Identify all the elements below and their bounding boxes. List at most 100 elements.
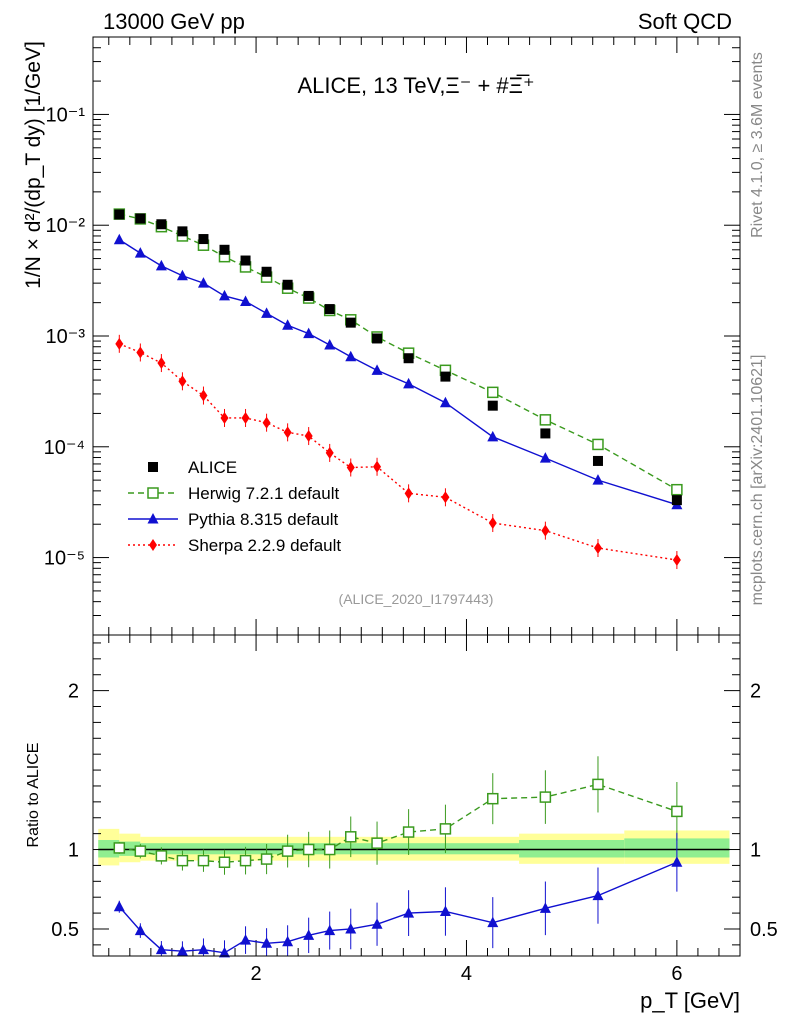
data-marker <box>176 854 189 867</box>
legend-entry: Sherpa 2.2.9 default <box>188 536 341 555</box>
data-marker <box>134 247 146 258</box>
data-marker <box>439 396 451 408</box>
data-marker <box>441 491 450 504</box>
data-marker <box>149 539 157 551</box>
y-tick-label: 10⁻¹ <box>46 104 86 126</box>
data-marker <box>157 357 166 370</box>
data-marker <box>282 319 294 330</box>
header-left: 13000 GeV pp <box>103 9 245 34</box>
data-marker <box>487 792 499 805</box>
data-marker <box>155 943 167 955</box>
rivet-label: Rivet 4.1.0, ≥ 3.6M events <box>749 52 766 238</box>
data-marker <box>147 513 159 524</box>
data-marker <box>220 411 229 424</box>
data-marker <box>487 430 499 442</box>
data-marker <box>156 219 167 230</box>
data-marker <box>282 935 294 947</box>
data-marker <box>303 929 315 940</box>
ratio-panel: 0.5 0.5 1 1 2 2 2 4 6 Ratio to ALICE p_T [GeV] <box>25 634 778 1013</box>
y-tick-label: 10⁻² <box>46 215 86 237</box>
data-marker <box>345 350 357 362</box>
y-tick-label: 10⁻⁵ <box>44 548 85 570</box>
data-marker <box>115 337 124 350</box>
data-marker <box>403 907 415 918</box>
ratio-tick-label: 2 <box>68 681 79 703</box>
data-marker <box>113 233 125 245</box>
data-marker <box>488 517 497 530</box>
data-marker <box>402 826 415 838</box>
data-marker <box>240 295 252 306</box>
mcplots-label: mcplots.cern.ch [arXiv:2401.10621] <box>749 355 766 606</box>
data-marker <box>324 338 336 350</box>
y-tick-label: 10⁻⁴ <box>44 437 85 459</box>
data-marker <box>147 487 159 499</box>
ratio-ylabel: Ratio to ALICE <box>25 743 42 848</box>
main-ylabel: 1/N × d²/(dp_T dy) [1/GeV] <box>22 41 45 289</box>
data-marker <box>671 856 683 867</box>
data-marker <box>197 854 210 867</box>
data-marker <box>371 918 383 929</box>
data-marker <box>303 327 315 339</box>
legend-entry: Herwig 7.2.1 default <box>188 484 339 503</box>
ratio-tick-label-right: 2 <box>750 681 761 703</box>
data-marker <box>345 922 357 934</box>
data-marker <box>592 889 604 901</box>
data-marker <box>197 943 209 955</box>
data-marker <box>671 495 682 506</box>
x-tick-label: 2 <box>251 963 262 985</box>
data-marker <box>219 289 231 301</box>
header-right: Soft QCD <box>638 9 732 34</box>
data-marker <box>403 353 414 364</box>
data-marker <box>176 945 188 956</box>
data-marker <box>440 371 451 382</box>
data-marker <box>439 823 452 835</box>
ratio-line-pythia <box>118 861 678 954</box>
ratio-data <box>113 756 683 958</box>
data-marker <box>177 226 188 237</box>
data-marker <box>178 375 187 388</box>
data-marker <box>539 452 551 463</box>
x-tick-label: 4 <box>461 963 472 985</box>
ratio-frame <box>92 634 741 957</box>
ratio-tick-label-right: 0.5 <box>750 919 778 941</box>
data-marker <box>304 430 313 443</box>
data-marker <box>539 414 552 426</box>
band-inner <box>519 839 625 858</box>
data-marker <box>540 428 551 439</box>
main-title: ALICE, 13 TeV,Ξ⁻ + #Ξ̅⁺ <box>297 73 534 98</box>
data-marker <box>324 924 336 936</box>
data-marker <box>113 842 126 854</box>
main-panel: 10⁻¹ 10⁻² 10⁻³ 10⁻⁴ 10⁻⁵ ALICE, 13 TeV,Ξ⁻ + … <box>22 36 741 636</box>
data-marker <box>197 277 209 288</box>
data-marker <box>592 778 604 791</box>
data-marker <box>323 843 336 856</box>
data-marker <box>198 234 209 245</box>
data-marker <box>241 411 250 424</box>
data-marker <box>346 461 355 474</box>
ratio-tick-label: 1 <box>68 840 79 862</box>
data-marker <box>282 279 293 290</box>
data-marker <box>219 946 231 958</box>
data-marker <box>593 541 602 554</box>
data-marker <box>344 831 357 843</box>
data-marker <box>372 333 383 344</box>
data-marker <box>281 845 294 857</box>
data-marker <box>302 843 315 856</box>
legend-entry: Pythia 8.315 default <box>188 510 339 529</box>
data-marker <box>404 487 413 500</box>
legend-entry: ALICE <box>188 458 237 477</box>
data-marker <box>136 346 145 359</box>
x-axis-label: p_T [GeV] <box>640 988 740 1013</box>
data-marker <box>672 554 681 567</box>
data-marker <box>262 416 271 429</box>
data-marker <box>371 364 383 375</box>
data-marker <box>134 924 146 936</box>
data-marker <box>303 290 314 301</box>
data-marker <box>113 900 125 912</box>
data-marker <box>592 474 604 485</box>
data-marker <box>155 259 167 271</box>
data-marker <box>671 805 683 818</box>
watermark: (ALICE_2020_I1797443) <box>339 591 494 607</box>
data-marker <box>240 255 251 266</box>
data-marker <box>539 902 551 913</box>
